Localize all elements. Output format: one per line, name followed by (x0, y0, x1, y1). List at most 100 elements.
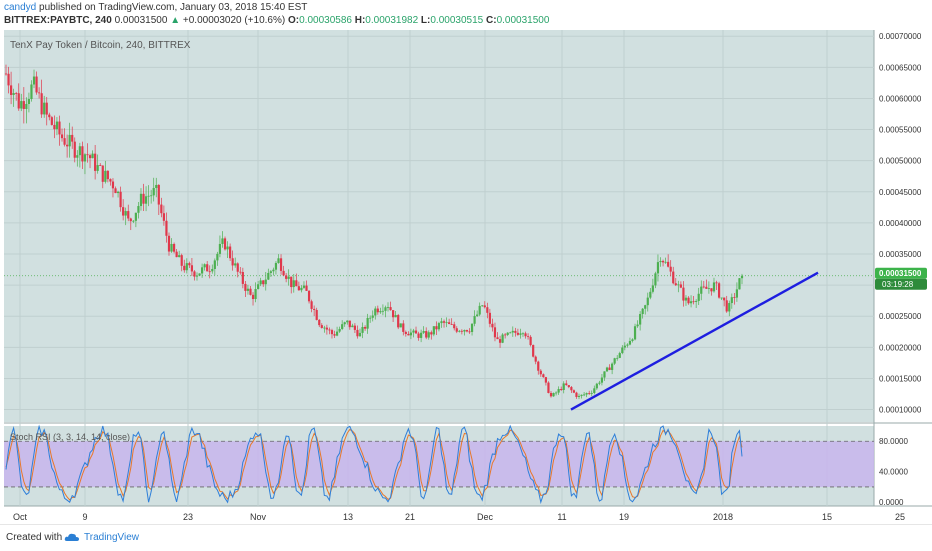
candle-body (412, 330, 415, 333)
high-value: 0.00031982 (365, 15, 419, 26)
candle-body (379, 311, 382, 313)
candle-body (244, 283, 247, 291)
candle-body (547, 382, 550, 393)
candle-body (25, 103, 28, 109)
candle-body (730, 297, 733, 304)
candle-body (465, 330, 469, 332)
candle-body (570, 387, 573, 391)
candle-body (27, 99, 31, 104)
time-tick-label: Nov (250, 512, 267, 522)
candle-body (544, 377, 548, 383)
candle-body (623, 345, 626, 348)
author-link[interactable]: candyd (4, 2, 37, 13)
time-tick-label: 23 (183, 512, 193, 522)
candle-body (580, 394, 583, 396)
candle-body (318, 319, 321, 326)
candle-body (282, 270, 285, 276)
stoch-tick-label: 40.0000 (879, 468, 908, 477)
candle-body (109, 179, 112, 182)
candle-body (290, 276, 293, 288)
candle-body (460, 330, 463, 332)
current-price-box (875, 267, 927, 279)
candle-body (231, 258, 234, 266)
candle-body (91, 153, 94, 159)
candle-body (458, 330, 461, 332)
candle-body (723, 297, 726, 301)
candle-body (328, 329, 331, 331)
candle-body (585, 393, 588, 395)
trendline[interactable] (570, 271, 819, 411)
candle-body (605, 367, 609, 372)
low-label: L: (420, 15, 431, 26)
trendline-group[interactable] (570, 271, 819, 411)
candle-body (437, 323, 441, 330)
candle-body (598, 382, 601, 384)
candle-body (384, 307, 387, 311)
chart-canvas[interactable]: 0.00010000 0.00015000 0.00020000 0.00025000… (0, 28, 932, 524)
candle-body (310, 301, 313, 309)
candle-body (351, 325, 354, 328)
candle-body (35, 76, 38, 93)
candle-body (611, 363, 614, 370)
candle-body (720, 297, 723, 299)
candle-body (567, 385, 570, 388)
candle-body (358, 332, 362, 337)
candle-body (442, 321, 446, 323)
candle-body (684, 297, 688, 301)
time-tick-label: 11 (557, 512, 566, 522)
candle-body (621, 347, 624, 354)
candle-body (435, 326, 438, 330)
candle-body (483, 305, 486, 308)
candle-body (427, 332, 430, 338)
price-tick-label: 0.00060000 (879, 94, 922, 103)
candle-body (514, 330, 517, 333)
candle-body (86, 154, 89, 156)
candle-body (603, 371, 606, 378)
candle-body (122, 207, 125, 216)
candle-body (234, 263, 237, 266)
candle-body (348, 320, 351, 328)
grid (4, 30, 874, 506)
candle-body (376, 308, 379, 313)
candle-body (20, 101, 23, 109)
candle-body (504, 334, 507, 336)
candle-body (656, 262, 660, 274)
open-label: O: (288, 15, 300, 26)
candle-body (302, 285, 306, 288)
candle-body (116, 191, 120, 194)
candle-body (257, 284, 260, 290)
candle-body (608, 367, 611, 370)
candle-body (695, 300, 698, 302)
candle-body (330, 330, 334, 335)
candle-body (644, 305, 647, 309)
candle-body (361, 326, 364, 333)
candle-body (389, 307, 392, 311)
candle-body (516, 332, 519, 335)
candle-body (9, 85, 13, 95)
candle-body (249, 288, 252, 295)
candle-body (272, 269, 275, 272)
candle-body (628, 340, 632, 345)
candle-body (425, 331, 428, 338)
stoch-band (4, 441, 874, 487)
tradingview-link[interactable]: TradingView (84, 532, 140, 543)
candle-body (155, 184, 158, 188)
candle-body (501, 334, 504, 343)
candles (4, 64, 744, 400)
candle-body (104, 170, 107, 182)
candle-body (470, 323, 474, 332)
candle-body (193, 271, 196, 277)
candle-body (119, 191, 122, 208)
candle-body (53, 124, 56, 130)
candle-body (453, 324, 456, 329)
publish-info: candyd published on TradingView.com, Jan… (4, 2, 307, 13)
current-price-tag: 0.00031500 03:19:28 (875, 267, 927, 290)
candle-body (524, 333, 527, 337)
candle-body (682, 287, 685, 301)
candle-body (40, 93, 43, 115)
candle-body (506, 332, 509, 335)
candle-body (659, 260, 662, 263)
candle-body (129, 218, 132, 222)
candle-body (613, 358, 616, 364)
candle-body (677, 284, 680, 286)
